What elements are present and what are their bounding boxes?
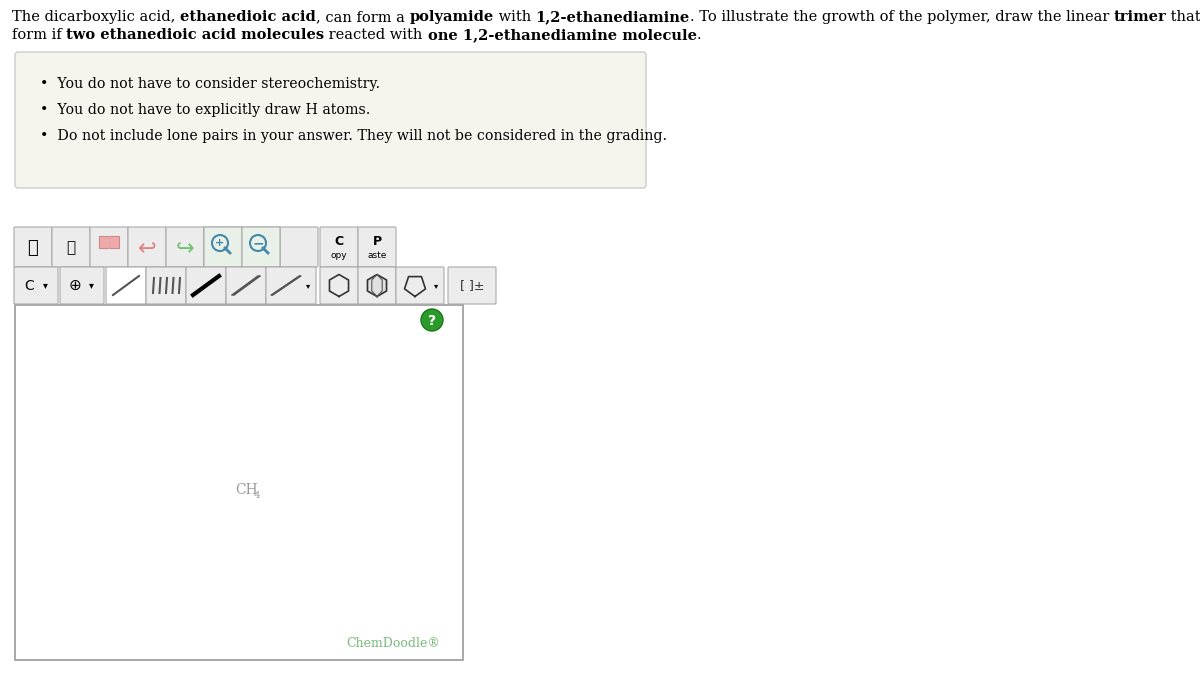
Text: [ ]±: [ ]± — [460, 279, 485, 292]
FancyBboxPatch shape — [320, 227, 358, 267]
FancyBboxPatch shape — [106, 267, 146, 304]
Text: 🧪: 🧪 — [66, 240, 76, 255]
Text: The dicarboxylic acid,: The dicarboxylic acid, — [12, 10, 180, 24]
Text: +: + — [215, 238, 224, 248]
Text: •  You do not have to explicitly draw H atoms.: • You do not have to explicitly draw H a… — [40, 103, 371, 117]
Text: ↪: ↪ — [175, 239, 194, 259]
Text: that would: that would — [1166, 10, 1200, 24]
FancyBboxPatch shape — [358, 267, 396, 304]
Text: polyamide: polyamide — [409, 10, 493, 24]
Text: 4: 4 — [254, 490, 260, 500]
Text: ▾: ▾ — [89, 280, 94, 291]
FancyBboxPatch shape — [448, 267, 496, 304]
FancyBboxPatch shape — [166, 227, 204, 267]
Text: ethanedioic acid: ethanedioic acid — [180, 10, 316, 24]
FancyBboxPatch shape — [226, 267, 266, 304]
Text: , can form a: , can form a — [316, 10, 409, 24]
Text: reacted with: reacted with — [324, 28, 427, 42]
Text: with: with — [493, 10, 535, 24]
Polygon shape — [98, 236, 119, 248]
FancyBboxPatch shape — [204, 227, 242, 267]
FancyBboxPatch shape — [204, 227, 242, 267]
Text: −: − — [252, 236, 264, 250]
Text: ▾: ▾ — [42, 280, 48, 291]
Text: C: C — [24, 278, 34, 293]
Text: C: C — [335, 235, 343, 248]
FancyBboxPatch shape — [242, 227, 280, 267]
Text: . To illustrate the growth of the polymer, draw the linear: . To illustrate the growth of the polyme… — [690, 10, 1114, 24]
Polygon shape — [367, 274, 386, 297]
Text: ▾: ▾ — [434, 281, 438, 290]
Circle shape — [421, 309, 443, 331]
Text: aste: aste — [367, 251, 386, 260]
Text: two ethanedioic acid molecules: two ethanedioic acid molecules — [66, 28, 324, 42]
Bar — [14, 305, 463, 660]
FancyBboxPatch shape — [52, 227, 90, 267]
FancyBboxPatch shape — [358, 227, 396, 267]
FancyBboxPatch shape — [14, 267, 58, 304]
Text: one 1,2-ethanediamine molecule: one 1,2-ethanediamine molecule — [427, 28, 696, 42]
FancyBboxPatch shape — [14, 227, 52, 267]
Text: •  You do not have to consider stereochemistry.: • You do not have to consider stereochem… — [40, 77, 380, 91]
Text: trimer: trimer — [1114, 10, 1166, 24]
FancyBboxPatch shape — [60, 267, 104, 304]
Text: ?: ? — [428, 314, 436, 328]
Text: ↩: ↩ — [138, 239, 156, 259]
Text: form if: form if — [12, 28, 66, 42]
Text: •  Do not include lone pairs in your answer. They will not be considered in the : • Do not include lone pairs in your answ… — [40, 129, 667, 143]
FancyBboxPatch shape — [146, 267, 186, 304]
Text: P: P — [372, 235, 382, 248]
FancyBboxPatch shape — [14, 52, 646, 188]
Text: ✋: ✋ — [28, 239, 38, 257]
FancyBboxPatch shape — [280, 227, 318, 267]
FancyBboxPatch shape — [186, 267, 226, 304]
FancyBboxPatch shape — [128, 227, 166, 267]
Text: .: . — [696, 28, 701, 42]
FancyBboxPatch shape — [396, 267, 444, 304]
Text: CH: CH — [235, 483, 258, 497]
FancyBboxPatch shape — [90, 227, 128, 267]
Text: opy: opy — [331, 251, 347, 260]
Text: ▾: ▾ — [306, 281, 310, 290]
Text: ChemDoodle®: ChemDoodle® — [346, 637, 440, 650]
Text: 1,2-ethanediamine: 1,2-ethanediamine — [535, 10, 690, 24]
Text: ⊕: ⊕ — [68, 278, 82, 293]
FancyBboxPatch shape — [320, 267, 358, 304]
FancyBboxPatch shape — [266, 267, 316, 304]
FancyBboxPatch shape — [242, 227, 280, 267]
